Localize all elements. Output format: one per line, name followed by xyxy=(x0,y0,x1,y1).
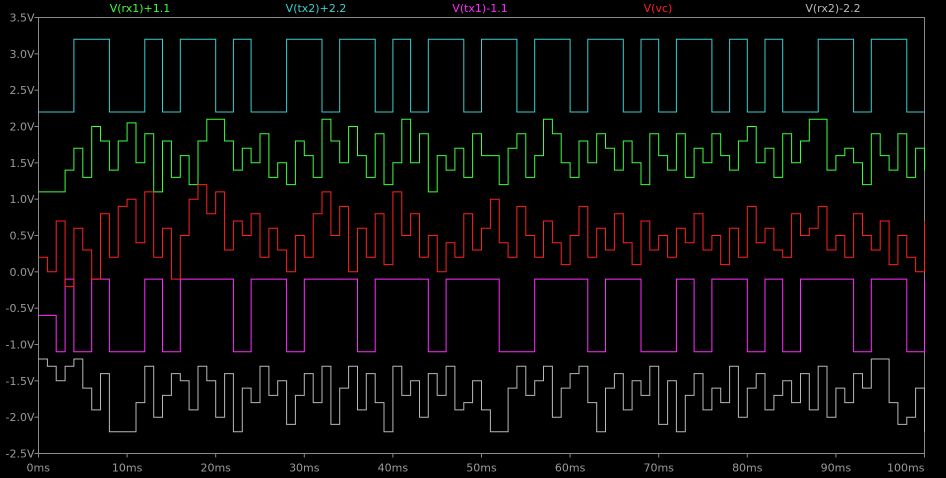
y-tick-label: -1.0V xyxy=(6,339,35,352)
x-tick-label: 60ms xyxy=(555,462,586,475)
y-tick-label: 2.0V xyxy=(9,121,34,134)
series-line-3 xyxy=(38,184,925,287)
x-axis: 0ms 10ms 20ms 30ms 40ms 50ms 60ms 70ms 80ms 90ms 1… xyxy=(27,453,925,475)
legend-entry-4[interactable]: V(rx2)-2.2 xyxy=(805,2,860,15)
y-tick-label: 3.5V xyxy=(9,12,34,25)
legend-entry-2[interactable]: V(tx1)-1.1 xyxy=(452,2,507,15)
legend-entry-1[interactable]: V(tx2)+2.2 xyxy=(286,2,347,15)
series-line-0 xyxy=(38,118,925,193)
x-tick-label: 100ms xyxy=(887,462,925,475)
x-tick-label: 0ms xyxy=(27,462,51,475)
series-line-4 xyxy=(38,358,925,433)
legend-entry-3[interactable]: V(vc) xyxy=(644,2,673,15)
y-tick-label: 1.0V xyxy=(9,193,34,206)
y-tick-label: 1.5V xyxy=(9,157,34,170)
x-tick-label: 20ms xyxy=(200,462,231,475)
legend[interactable]: V(rx1)+1.1 V(tx2)+2.2 V(tx1)-1.1 V(vc) V(rx2… xyxy=(110,2,861,15)
y-tick-label: -1.5V xyxy=(6,375,35,388)
x-tick-label: 50ms xyxy=(466,462,497,475)
y-tick-label: -0.5V xyxy=(6,302,35,315)
x-tick-label: 90ms xyxy=(821,462,852,475)
y-tick-label: 0.5V xyxy=(9,230,34,243)
y-tick-label: 0.0V xyxy=(9,266,34,279)
x-tick-label: 10ms xyxy=(112,462,143,475)
x-tick-label: 80ms xyxy=(732,462,763,475)
series-line-1 xyxy=(38,38,925,113)
series-layer xyxy=(38,38,925,433)
x-tick-label: 30ms xyxy=(289,462,320,475)
legend-entry-0[interactable]: V(rx1)+1.1 xyxy=(110,2,171,15)
y-tick-label: -2.0V xyxy=(6,411,35,424)
y-tick-label: 3.0V xyxy=(9,48,34,61)
y-tick-label: -2.5V xyxy=(6,448,35,461)
y-axis: 3.5V 3.0V 2.5V 2.0V 1.5V 1.0V 0.5V 0.0V -0.5V -1.… xyxy=(6,12,39,461)
x-tick-label: 70ms xyxy=(643,462,674,475)
x-tick-label: 40ms xyxy=(378,462,409,475)
series-line-2 xyxy=(38,278,925,353)
y-tick-label: 2.5V xyxy=(9,84,34,97)
